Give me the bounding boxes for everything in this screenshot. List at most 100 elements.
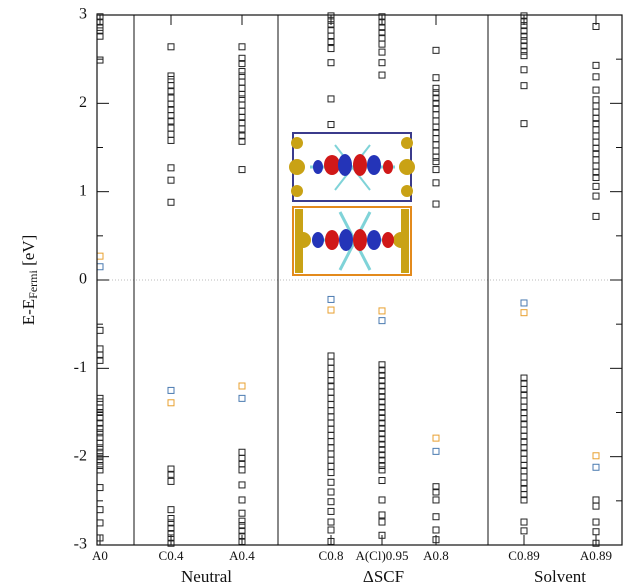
level-marker [328,395,334,401]
level-marker [379,60,385,66]
group-label: Neutral [181,567,232,586]
level-marker [593,62,599,68]
level-marker [433,112,439,118]
level-marker [168,131,174,137]
level-marker [433,167,439,173]
level-marker [433,142,439,148]
level-marker [593,183,599,189]
level-marker [433,159,439,165]
level-marker [328,353,334,359]
y-axis-label: E-EFermi [eV] [19,235,40,326]
level-marker [168,516,174,522]
level-marker [168,73,174,79]
level-marker [239,449,245,455]
x-tick-label: A0.8 [423,548,449,563]
level-marker [328,499,334,505]
level-marker [328,426,334,432]
level-marker [521,53,527,59]
y-label-sub: Fermi [26,269,40,298]
level-marker [328,359,334,365]
level-marker [97,458,103,464]
y-tick-label: 2 [79,94,87,111]
level-marker [239,85,245,91]
y-tick-label: 3 [79,6,87,23]
level-marker [433,201,439,207]
level-marker [433,154,439,160]
level-marker [593,127,599,133]
level-marker [328,389,334,395]
inset-bottom [293,207,411,275]
level-marker [328,432,334,438]
level-marker [328,457,334,463]
level-marker [168,478,174,484]
level-marker [521,398,527,404]
level-marker [593,109,599,115]
level-marker [239,69,245,75]
level-marker [593,157,599,163]
level-marker [379,512,385,518]
y-tick-label: -1 [74,359,87,376]
level-marker [379,519,385,525]
level-marker [328,489,334,495]
level-marker [328,96,334,102]
level-marker [433,47,439,53]
group-label: ΔSCF [363,567,404,586]
level-marker [239,395,245,401]
level-marker [97,405,103,411]
level-marker [521,474,527,480]
level-marker [521,456,527,462]
x-tick-label: A(Cl)0.95 [355,548,408,563]
level-marker [521,300,527,306]
level-marker [433,118,439,124]
level-marker [521,121,527,127]
level-marker [97,449,103,455]
level-marker [521,310,527,316]
level-marker [239,482,245,488]
level-marker [379,308,385,314]
level-marker [97,395,103,401]
level-marker [328,414,334,420]
level-marker [379,478,385,484]
level-marker [239,73,245,79]
y-tick-label: 1 [79,182,87,199]
level-marker [239,126,245,132]
level-marker [328,508,334,514]
level-marker [593,133,599,139]
level-marker [521,67,527,73]
level-marker [328,122,334,128]
level-marker [328,296,334,302]
y-tick-label: -3 [74,536,87,553]
level-marker [593,453,599,459]
level-marker [593,139,599,145]
level-marker [593,497,599,503]
chart: E-EFermi [eV] -3-2-10123A0C0.4A0.4C0.8A(… [0,0,633,587]
level-marker [593,87,599,93]
level-marker [379,41,385,47]
level-marker [328,408,334,414]
y-label-unit: [eV] [19,235,38,270]
level-marker [328,439,334,445]
level-marker [168,125,174,131]
level-marker [97,253,103,259]
level-marker [239,497,245,503]
level-marker [379,49,385,55]
x-tick-label: A0 [92,548,108,563]
level-marker [593,74,599,80]
level-marker [328,445,334,451]
x-tick-label: A0.89 [580,548,612,563]
level-marker [593,103,599,109]
level-marker [433,435,439,441]
level-marker [239,44,245,50]
level-marker [328,420,334,426]
level-marker [433,85,439,91]
level-marker [328,470,334,476]
level-marker [433,448,439,454]
level-marker [328,46,334,52]
level-marker [593,464,599,470]
level-marker [168,76,174,82]
level-marker [521,83,527,89]
level-marker [328,365,334,371]
level-marker [239,467,245,473]
x-tick-label: A0.4 [229,548,255,563]
level-marker [521,427,527,433]
